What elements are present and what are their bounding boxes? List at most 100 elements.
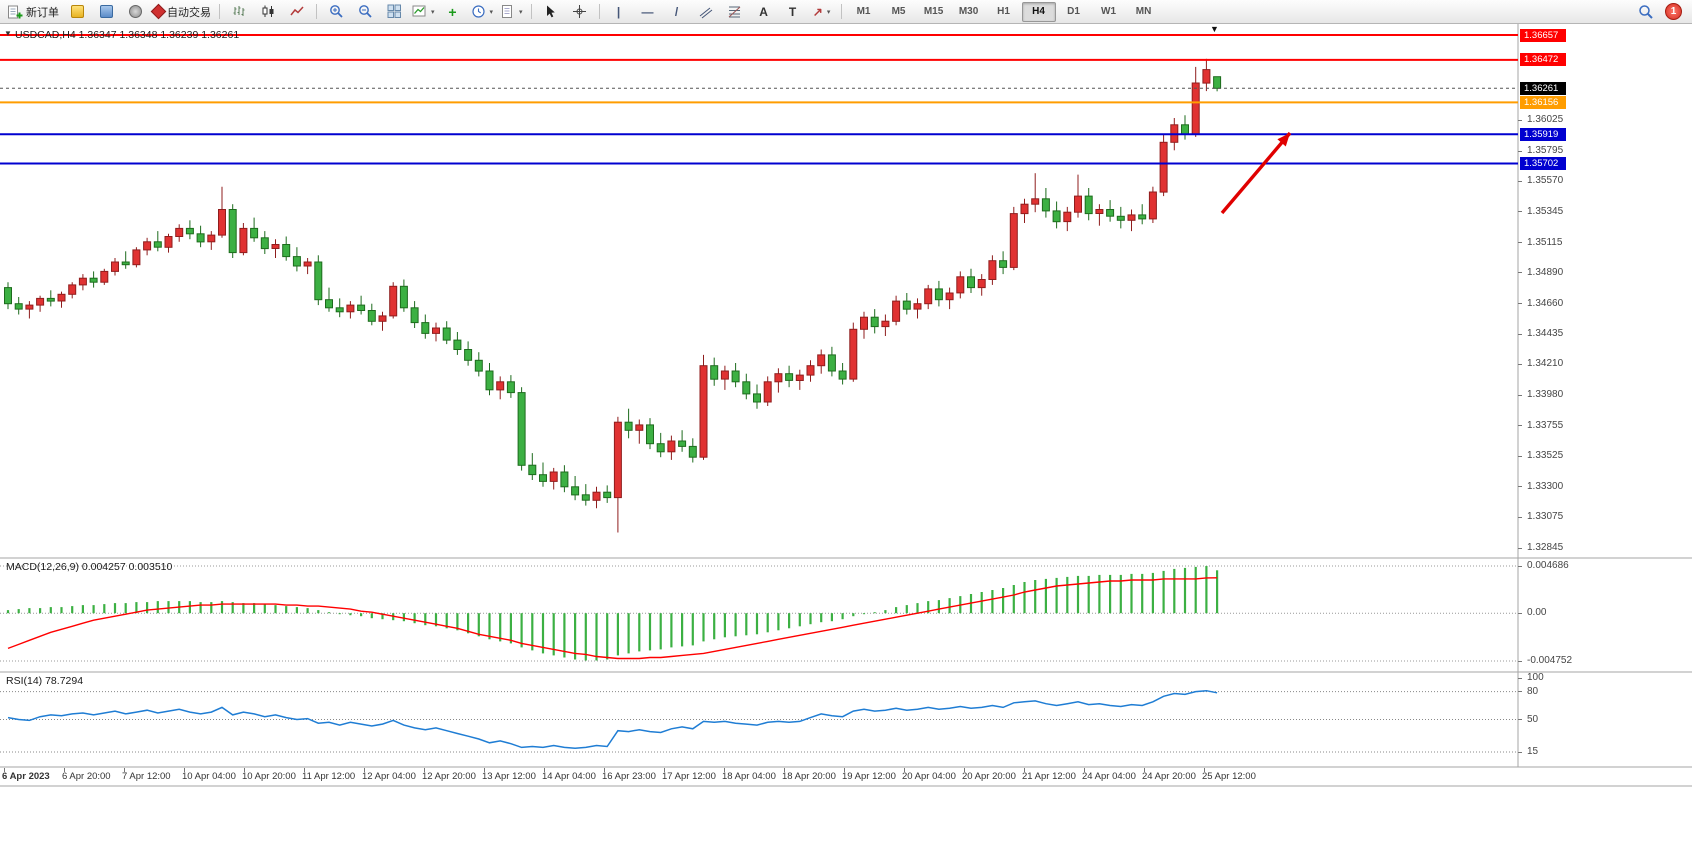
chevron-down-icon: ▾ (826, 8, 831, 16)
candle (389, 282, 398, 319)
timeframe-button-H1[interactable]: H1 (997, 6, 1010, 17)
search-button[interactable] (1632, 2, 1660, 22)
add-indicator-button[interactable]: + (439, 2, 467, 22)
candle (656, 432, 665, 458)
candle (635, 419, 644, 444)
bar-chart-button[interactable] (225, 2, 253, 22)
candle (196, 225, 205, 248)
timeframe-button-M5[interactable]: M5 (891, 6, 906, 17)
candle (806, 360, 815, 382)
arrows-tool-button[interactable]: ↗ ▾ (808, 2, 836, 22)
main-toolbar: 新订单 自动交易 ▾ (0, 0, 1692, 24)
community-icon (128, 5, 142, 18)
metaeditor-button[interactable] (63, 2, 91, 22)
toolbar-separator (840, 4, 842, 19)
candle (999, 251, 1008, 275)
chevron-down-icon: ▾ (431, 8, 435, 16)
new-order-button[interactable]: 新订单 (4, 2, 62, 22)
toolbar-separator (316, 4, 317, 19)
timeframe-button-MN[interactable]: MN (1135, 6, 1152, 17)
one-click-trading-toggle[interactable]: ▼ (4, 29, 12, 38)
candle (485, 363, 494, 396)
channel-button[interactable] (692, 2, 720, 22)
crosshair-button[interactable] (566, 2, 594, 22)
candle (314, 255, 323, 306)
market-button[interactable] (92, 2, 120, 22)
candle (260, 231, 269, 254)
candle (1041, 188, 1050, 218)
market-icon (99, 5, 113, 18)
candle (539, 462, 547, 487)
candle (78, 274, 87, 291)
candle (945, 287, 954, 310)
timeframe-button-M15[interactable]: M15 (923, 6, 944, 17)
fibonacci-button[interactable] (721, 2, 749, 22)
text-tool-button[interactable]: A (750, 2, 778, 22)
vertical-line-button[interactable]: | (605, 2, 633, 22)
bar-chart-icon (233, 6, 244, 16)
candle (967, 268, 975, 293)
timeframe-button-D1[interactable]: D1 (1067, 6, 1080, 17)
toolbar-separator (598, 4, 600, 19)
timeframe-button-H4[interactable]: H4 (1021, 1, 1056, 22)
candle (68, 282, 77, 299)
arrow-annotation[interactable] (1220, 131, 1292, 215)
chart-title: USDCAD,H4 1.36347 1.36348 1.36239 1.3626… (15, 29, 240, 41)
timeframe-button-M30[interactable]: M30 (958, 6, 979, 17)
vertical-line-icon: | (616, 4, 621, 19)
line-chart-button[interactable] (283, 2, 311, 22)
cursor-icon (547, 5, 555, 18)
candle (292, 247, 301, 272)
plus-icon: + (448, 3, 457, 20)
candle (1009, 206, 1018, 271)
candle (1095, 204, 1104, 226)
autotrading-label: 自动交易 (167, 6, 211, 19)
candle (1127, 209, 1136, 232)
toolbar-separator (219, 4, 220, 19)
candle (325, 287, 333, 312)
text-label-button[interactable]: T (779, 2, 807, 22)
cursor-button[interactable] (537, 2, 565, 22)
community-button[interactable] (121, 2, 149, 22)
candle (1074, 174, 1082, 218)
candle (1138, 204, 1147, 225)
candle (581, 484, 590, 506)
candlestick-chart-button[interactable] (254, 2, 282, 22)
candle (1052, 201, 1061, 229)
periods-button[interactable]: ▾ (468, 2, 497, 22)
timeframe-toolbar: M1 M5 M15 M30 H1 H4 D1 W1 MN (847, 1, 1161, 22)
timeframe-button-W1[interactable]: W1 (1101, 6, 1117, 17)
horizontal-line-button[interactable]: — (634, 2, 662, 22)
indicators-button[interactable]: ▾ (409, 2, 438, 22)
notification-badge[interactable]: 1 (1665, 3, 1682, 20)
candle (346, 301, 355, 319)
candle (592, 486, 601, 509)
templates-button[interactable]: ▾ (497, 2, 526, 22)
arrow-tool-icon: ↗ (812, 4, 823, 19)
template-icon (502, 5, 513, 18)
text-label-icon: T (788, 4, 797, 19)
candle (207, 231, 216, 250)
autotrading-button[interactable]: 自动交易 (150, 2, 214, 22)
zoom-out-button[interactable] (351, 2, 379, 22)
tile-windows-button[interactable] (380, 2, 408, 22)
candle (121, 251, 130, 269)
candle (774, 368, 783, 393)
zoom-out-icon (358, 5, 372, 18)
candle (175, 224, 184, 242)
zoom-in-button[interactable] (322, 2, 350, 22)
text-tool-icon: A (759, 4, 768, 19)
candle (432, 322, 440, 342)
candle (720, 365, 729, 390)
chart-shift-marker[interactable]: ▼ (1210, 24, 1219, 34)
candle (1063, 206, 1072, 232)
timeframe-button-M1[interactable]: M1 (856, 6, 871, 17)
candle (785, 365, 794, 388)
rsi-line (7, 689, 1218, 750)
candle (742, 373, 751, 400)
candle (1159, 134, 1168, 197)
candle (517, 387, 526, 471)
trendline-button[interactable]: / (663, 2, 691, 22)
search-icon (1639, 4, 1653, 19)
